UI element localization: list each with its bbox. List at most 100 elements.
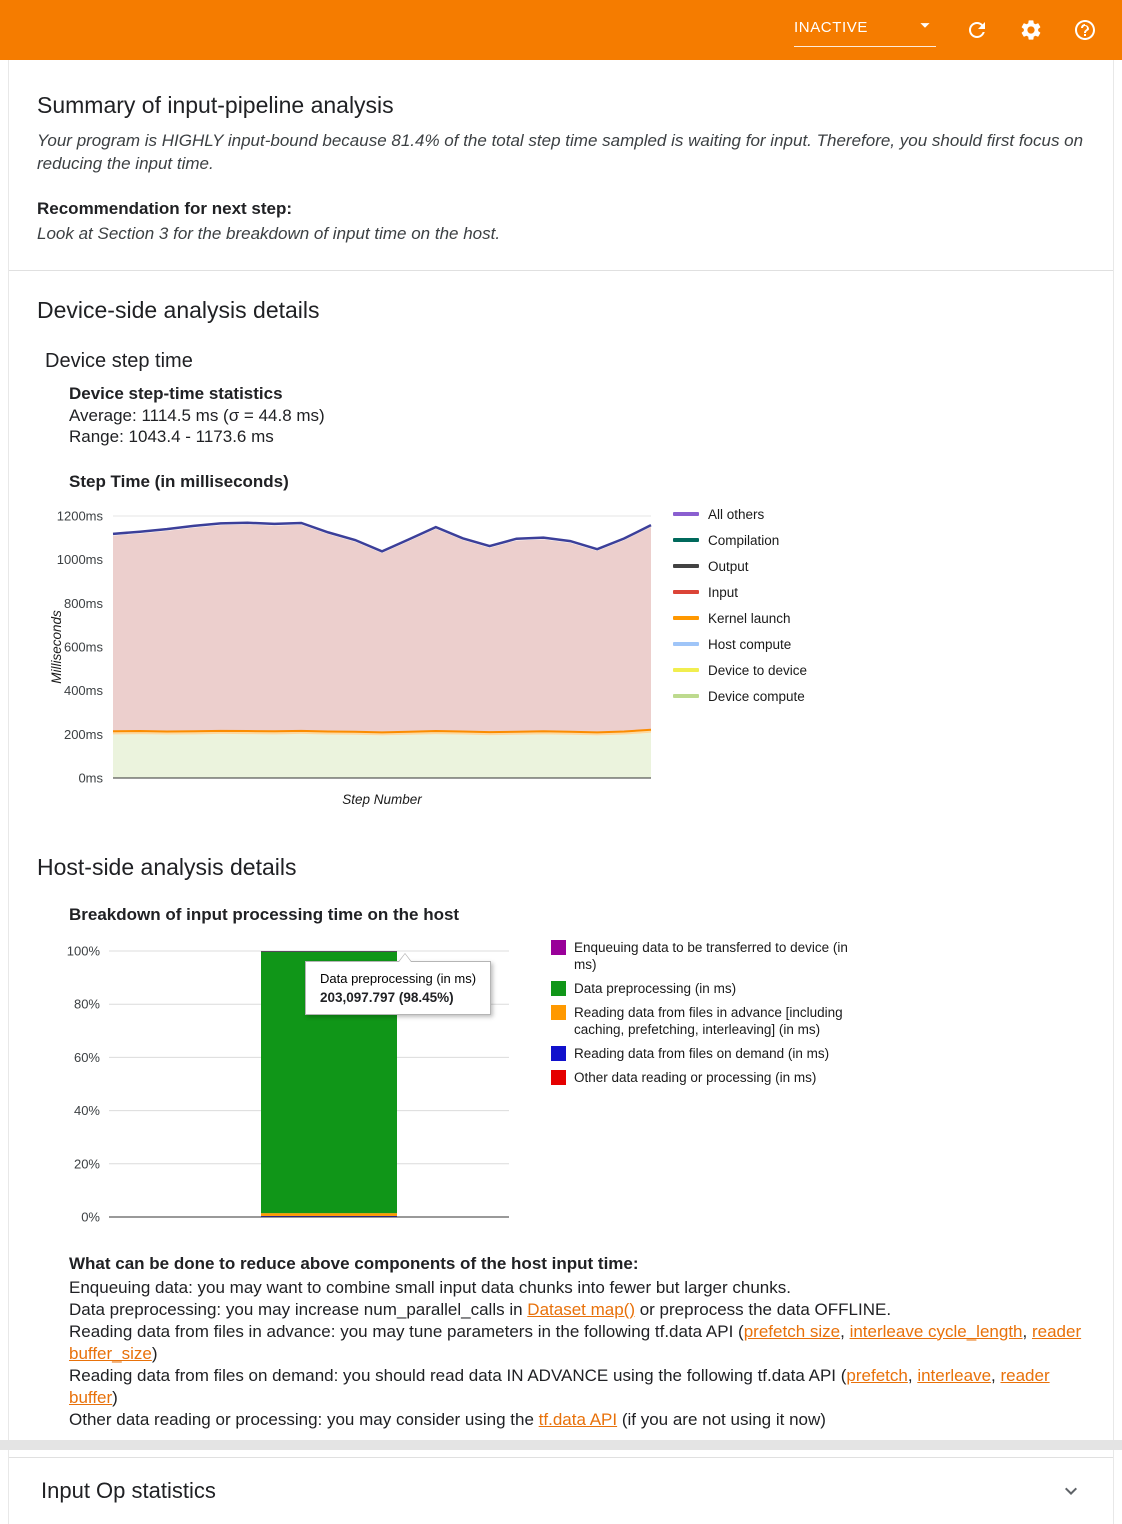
help-icon <box>1075 20 1095 40</box>
device-section-title: Device-side analysis details <box>37 297 320 323</box>
chevron-down-icon <box>914 14 936 41</box>
advice-link[interactable]: reader buffer_size <box>69 1321 1082 1363</box>
advice-line: Reading data from files in advance: you … <box>69 1321 1085 1365</box>
legend-label: Device compute <box>708 688 805 704</box>
advice-text: (if you are not using it now) <box>617 1409 826 1429</box>
advice-link[interactable]: interleave cycle_length <box>849 1321 1023 1341</box>
refresh-button[interactable] <box>964 17 990 43</box>
settings-button[interactable] <box>1018 17 1044 43</box>
legend-swatch-icon <box>551 1004 566 1020</box>
svg-text:80%: 80% <box>74 996 100 1011</box>
chevron-down-icon[interactable] <box>1059 1479 1083 1503</box>
refresh-icon <box>969 22 985 38</box>
tooltip-value: 203,097.797 (98.45%) <box>320 989 454 1005</box>
svg-text:600ms: 600ms <box>64 639 104 654</box>
host-chart-legend: Enqueuing data to be transferred to devi… <box>551 935 874 1093</box>
legend-item: Compilation <box>673 532 807 549</box>
legend-swatch-icon <box>673 537 699 542</box>
legend-label: All others <box>708 506 765 522</box>
legend-item: Device compute <box>673 688 807 705</box>
svg-text:60%: 60% <box>74 1049 100 1064</box>
summary-section: Summary of input-pipeline analysis Your … <box>9 60 1113 244</box>
legend-swatch-icon <box>673 641 699 646</box>
legend-swatch-icon <box>673 511 699 516</box>
advice-link[interactable]: interleave <box>917 1365 992 1385</box>
stats-range: Range: 1043.4 - 1173.6 ms <box>69 427 274 446</box>
step-time-area-chart: 0ms 200ms 400ms 600ms 800ms 1000ms 1200ms Step … <box>49 508 652 807</box>
legend-swatch-icon <box>673 667 699 672</box>
svg-text:Step Number: Step Number <box>342 792 422 807</box>
advice-lines: Enqueuing data: you may want to combine … <box>69 1277 1085 1431</box>
legend-item: Input <box>673 584 807 601</box>
gear-icon <box>1021 20 1041 40</box>
advice-link[interactable]: tf.data API <box>538 1409 618 1429</box>
input-op-statistics-expander[interactable]: Input Op statistics <box>9 1458 1113 1524</box>
legend-label: Reading data from files on demand (in ms… <box>574 1045 830 1061</box>
advice-text: , <box>907 1365 918 1385</box>
legend-label: Compilation <box>708 532 780 548</box>
svg-text:800ms: 800ms <box>64 595 104 610</box>
legend-label: Other data reading or processing (in ms) <box>574 1069 817 1085</box>
legend-label: Reading data from files in advance [incl… <box>574 1004 843 1037</box>
svg-text:20%: 20% <box>74 1156 100 1171</box>
step-time-chart-legend: All others Compilation Output Input Kernel l… <box>673 502 807 714</box>
advice-text: Other data reading or processing: you ma… <box>69 1409 539 1429</box>
advice-link[interactable]: reader buffer <box>69 1365 1050 1407</box>
legend-swatch-icon <box>551 1045 566 1061</box>
host-side-section: Host-side analysis details Breakdown of … <box>9 854 1113 1431</box>
device-side-section: Device-side analysis details Device step… <box>9 297 1113 810</box>
advice-link[interactable]: Dataset map() <box>527 1299 635 1319</box>
legend-label: Device to device <box>708 662 808 678</box>
advice-text: ) <box>151 1343 158 1363</box>
svg-text:200ms: 200ms <box>64 726 104 741</box>
help-button[interactable] <box>1072 17 1098 43</box>
svg-text:Milliseconds: Milliseconds <box>49 609 64 683</box>
advice-text: Reading data from files in advance: you … <box>69 1321 744 1341</box>
advice-text: , <box>991 1365 1001 1385</box>
step-time-chart-heading: Step Time (in milliseconds) <box>69 471 289 491</box>
stats-average: Average: 1114.5 ms (σ = 44.8 ms) <box>69 405 325 425</box>
recommendation-body: Look at Section 3 for the breakdown of i… <box>37 224 501 243</box>
legend-label: Kernel launch <box>708 610 791 626</box>
advice-text: ) <box>112 1387 118 1407</box>
advice-line: Enqueuing data: you may want to combine … <box>69 1277 1085 1299</box>
host-section-title: Host-side analysis details <box>37 853 297 880</box>
legend-item: Reading data from files in advance [incl… <box>551 1004 874 1038</box>
legend-swatch-icon <box>673 589 699 594</box>
recommendation-label: Recommendation for next step: <box>37 199 293 218</box>
device-step-time-title: Device step time <box>45 350 193 372</box>
run-status-dropdown[interactable]: INACTIVE <box>794 14 936 47</box>
legend-swatch-icon <box>673 615 699 620</box>
legend-swatch-icon <box>551 980 566 996</box>
run-status-label: INACTIVE <box>794 18 868 36</box>
legend-item: Enqueuing data to be transferred to devi… <box>551 939 874 973</box>
advice-heading: What can be done to reduce above compone… <box>69 1253 639 1273</box>
top-app-bar: INACTIVE <box>0 0 1122 60</box>
legend-item: Kernel launch <box>673 610 807 627</box>
legend-item: Reading data from files on demand (in ms… <box>551 1045 874 1062</box>
summary-body: Your program is HIGHLY input-bound becau… <box>37 131 1084 173</box>
svg-text:1000ms: 1000ms <box>57 552 104 567</box>
summary-title: Summary of input-pipeline analysis <box>37 92 394 118</box>
legend-item: Host compute <box>673 636 807 653</box>
advice-text: or preprocess the data OFFLINE. <box>635 1299 892 1319</box>
advice-line: Data preprocessing: you may increase num… <box>69 1299 1085 1321</box>
legend-item: Data preprocessing (in ms) <box>551 980 874 997</box>
legend-item: Other data reading or processing (in ms) <box>551 1069 874 1086</box>
legend-swatch-icon <box>551 939 566 955</box>
svg-text:40%: 40% <box>74 1103 100 1118</box>
advice-link[interactable]: prefetch size <box>743 1321 841 1341</box>
advice-text: Enqueuing data: you may want to combine … <box>69 1277 791 1297</box>
analysis-card: Summary of input-pipeline analysis Your … <box>8 60 1114 1524</box>
legend-label: Output <box>708 558 749 574</box>
advice-text: , <box>840 1321 850 1341</box>
device-step-time-chart: 0ms 200ms 400ms 600ms 800ms 1000ms 1200ms Step … <box>47 502 1085 810</box>
legend-label: Input <box>708 584 739 600</box>
svg-text:0ms: 0ms <box>78 770 103 785</box>
chart-tooltip: Data preprocessing (in ms) 203,097.797 (… <box>305 952 492 1015</box>
host-breakdown-chart: 0% 20% 40% 60% 80% 100% Data preprocessing (i… <box>57 935 1085 1235</box>
advice-link[interactable]: prefetch <box>846 1365 908 1385</box>
legend-item: All others <box>673 506 807 523</box>
input-op-statistics-title: Input Op statistics <box>41 1477 216 1503</box>
host-chart-heading: Breakdown of input processing time on th… <box>69 904 460 924</box>
